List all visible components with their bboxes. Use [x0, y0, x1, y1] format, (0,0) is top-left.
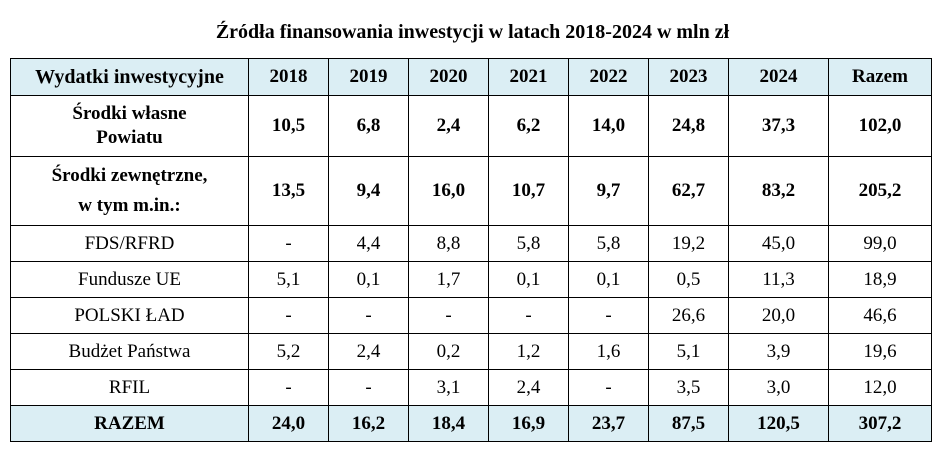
row-label-cell: Środki zewnętrzne, w tym m.in.:	[10, 156, 249, 226]
table-row-eu-funds: Fundusze UE 5,1 0,1 1,7 0,1 0,1 0,5 11,3…	[10, 261, 932, 298]
value-cell: 11,3	[728, 261, 829, 298]
value-cell: 2,4	[408, 95, 489, 157]
value-cell: 83,2	[728, 156, 829, 226]
value-cell: 23,7	[568, 405, 649, 442]
header-label-cell: Wydatki inwestycyjne	[10, 58, 249, 96]
row-label-line: Środki własne	[72, 103, 187, 124]
value-cell: 5,1	[248, 261, 329, 298]
value-cell: -	[408, 297, 489, 334]
header-total-cell: Razem	[828, 58, 932, 96]
value-cell: -	[488, 297, 569, 334]
header-year-cell: 2019	[328, 58, 409, 96]
value-cell: 3,5	[648, 369, 729, 406]
page-title: Źródła finansowania inwestycji w latach …	[215, 21, 730, 43]
row-label-line: Powiatu	[96, 127, 163, 148]
value-cell: 14,0	[568, 95, 649, 157]
value-cell: 20,0	[728, 297, 829, 334]
row-label-line: Środki zewnętrzne,	[51, 165, 208, 186]
value-cell: -	[248, 297, 329, 334]
value-cell: 10,5	[248, 95, 329, 157]
table-row-rfil: RFIL - - 3,1 2,4 - 3,5 3,0 12,0	[10, 369, 932, 406]
row-label-cell: Budżet Państwa	[10, 333, 249, 370]
total-cell: 205,2	[828, 156, 932, 226]
value-cell: 5,2	[248, 333, 329, 370]
value-cell: 16,0	[408, 156, 489, 226]
value-cell: 1,2	[488, 333, 569, 370]
value-cell: 62,7	[648, 156, 729, 226]
row-label-cell: Środki własne Powiatu	[10, 95, 249, 157]
value-cell: 13,5	[248, 156, 329, 226]
total-cell: 19,6	[828, 333, 932, 370]
header-year-cell: 2018	[248, 58, 329, 96]
value-cell: 0,1	[328, 261, 409, 298]
total-cell: 307,2	[828, 405, 932, 442]
value-cell: 5,8	[568, 225, 649, 262]
value-cell: 6,2	[488, 95, 569, 157]
value-cell: 9,7	[568, 156, 649, 226]
table-row-state-budget: Budżet Państwa 5,2 2,4 0,2 1,2 1,6 5,1 3…	[10, 333, 932, 370]
value-cell: 0,5	[648, 261, 729, 298]
value-cell: 4,4	[328, 225, 409, 262]
row-label-cell: POLSKI ŁAD	[10, 297, 249, 334]
value-cell: 9,4	[328, 156, 409, 226]
header-year-cell: 2023	[648, 58, 729, 96]
value-cell: 5,1	[648, 333, 729, 370]
total-cell: 99,0	[828, 225, 932, 262]
value-cell: -	[248, 369, 329, 406]
table-row-own-funds: Środki własne Powiatu 10,5 6,8 2,4 6,2 1…	[10, 95, 932, 157]
value-cell: 5,8	[488, 225, 569, 262]
header-year-cell: 2021	[488, 58, 569, 96]
value-cell: -	[568, 297, 649, 334]
value-cell: 10,7	[488, 156, 569, 226]
value-cell: 8,8	[408, 225, 489, 262]
value-cell: 0,2	[408, 333, 489, 370]
value-cell: 16,2	[328, 405, 409, 442]
table-row-grand-total: RAZEM 24,0 16,2 18,4 16,9 23,7 87,5 120,…	[10, 405, 932, 442]
total-cell: 102,0	[828, 95, 932, 157]
value-cell: 6,8	[328, 95, 409, 157]
value-cell: -	[328, 369, 409, 406]
value-cell: 45,0	[728, 225, 829, 262]
value-cell: 3,0	[728, 369, 829, 406]
financing-table: Wydatki inwestycyjne 2018 2019 2020 2021…	[10, 58, 932, 442]
value-cell: -	[328, 297, 409, 334]
total-cell: 12,0	[828, 369, 932, 406]
row-label-cell: FDS/RFRD	[10, 225, 249, 262]
header-year-cell: 2024	[728, 58, 829, 96]
value-cell: 87,5	[648, 405, 729, 442]
value-cell: 0,1	[488, 261, 569, 298]
value-cell: 37,3	[728, 95, 829, 157]
total-cell: 18,9	[828, 261, 932, 298]
total-cell: 46,6	[828, 297, 932, 334]
value-cell: -	[568, 369, 649, 406]
value-cell: -	[248, 225, 329, 262]
table-row-fds-rfrd: FDS/RFRD - 4,4 8,8 5,8 5,8 19,2 45,0 99,…	[10, 225, 932, 262]
row-label-cell: Fundusze UE	[10, 261, 249, 298]
table-row-polski-lad: POLSKI ŁAD - - - - - 26,6 20,0 46,6	[10, 297, 932, 334]
table-row-external-funds: Środki zewnętrzne, w tym m.in.: 13,5 9,4…	[10, 156, 932, 226]
value-cell: 3,9	[728, 333, 829, 370]
value-cell: 18,4	[408, 405, 489, 442]
value-cell: 120,5	[728, 405, 829, 442]
value-cell: 0,1	[568, 261, 649, 298]
value-cell: 3,1	[408, 369, 489, 406]
row-label-cell: RAZEM	[10, 405, 249, 442]
value-cell: 24,8	[648, 95, 729, 157]
value-cell: 24,0	[248, 405, 329, 442]
value-cell: 1,6	[568, 333, 649, 370]
value-cell: 1,7	[408, 261, 489, 298]
table-header-row: Wydatki inwestycyjne 2018 2019 2020 2021…	[10, 58, 932, 96]
header-year-cell: 2022	[568, 58, 649, 96]
value-cell: 16,9	[488, 405, 569, 442]
value-cell: 2,4	[488, 369, 569, 406]
value-cell: 26,6	[648, 297, 729, 334]
header-year-cell: 2020	[408, 58, 489, 96]
value-cell: 19,2	[648, 225, 729, 262]
row-label-line: w tym m.in.:	[78, 195, 181, 216]
row-label-cell: RFIL	[10, 369, 249, 406]
value-cell: 2,4	[328, 333, 409, 370]
